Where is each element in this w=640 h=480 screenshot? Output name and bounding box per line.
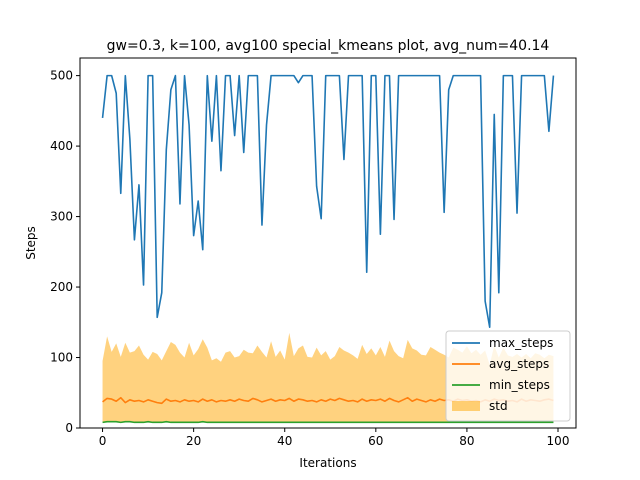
legend-label-avg-steps: avg_steps xyxy=(489,357,549,371)
x-tick-label: 60 xyxy=(368,434,383,448)
x-tick-label: 20 xyxy=(186,434,201,448)
series-min-steps-line xyxy=(102,420,554,424)
y-tick-label: 0 xyxy=(65,421,73,435)
y-tick-label: 500 xyxy=(50,69,73,83)
x-tick-label: 80 xyxy=(459,434,474,448)
y-tick-label: 200 xyxy=(50,280,73,294)
legend-swatch-std xyxy=(452,401,480,411)
y-tick-label: 300 xyxy=(50,210,73,224)
x-axis-label: Iterations xyxy=(299,456,356,470)
legend-label-min-steps: min_steps xyxy=(489,378,550,392)
x-tick-label: 100 xyxy=(547,434,570,448)
y-tick-label: 100 xyxy=(50,351,73,365)
y-axis-label: Steps xyxy=(24,226,38,260)
x-tick-label: 40 xyxy=(277,434,292,448)
y-tick-label: 400 xyxy=(50,139,73,153)
x-tick-label: 0 xyxy=(99,434,107,448)
plot-frame xyxy=(79,57,577,429)
legend-box xyxy=(445,330,571,422)
legend-label-std: std xyxy=(489,399,508,413)
legend-label-max-steps: max_steps xyxy=(489,336,553,350)
x-axis: 0 20 40 60 80 100 xyxy=(99,428,570,448)
series-max-steps-line xyxy=(101,74,555,329)
y-axis: 0 100 200 300 400 500 xyxy=(50,69,80,435)
chart-title: gw=0.3, k=100, avg100 special_kmeans plo… xyxy=(107,38,550,54)
